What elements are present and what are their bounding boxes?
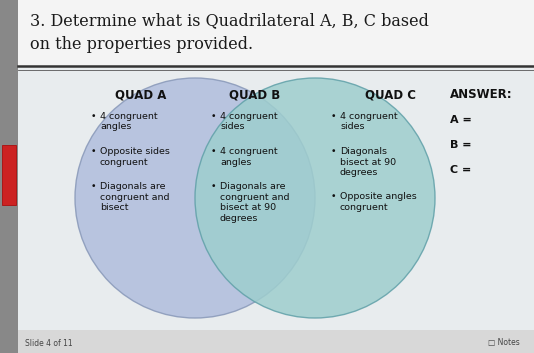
Text: •: • [330, 112, 336, 121]
Text: •: • [210, 183, 216, 191]
Text: •: • [90, 147, 96, 156]
Text: B =: B = [450, 140, 472, 150]
Ellipse shape [75, 78, 315, 318]
Text: •: • [330, 192, 336, 201]
Text: 3. Determine what is Quadrilateral A, B, C based: 3. Determine what is Quadrilateral A, B,… [30, 12, 429, 29]
Text: 4 congruent
sides: 4 congruent sides [220, 112, 278, 131]
FancyBboxPatch shape [0, 0, 18, 353]
Text: Diagonals are
congruent and
bisect: Diagonals are congruent and bisect [100, 183, 169, 212]
Text: □ Notes: □ Notes [488, 339, 520, 347]
FancyBboxPatch shape [18, 0, 534, 353]
Text: QUAD C: QUAD C [365, 88, 416, 101]
Text: QUAD B: QUAD B [230, 88, 281, 101]
Text: •: • [330, 147, 336, 156]
Text: Opposite angles
congruent: Opposite angles congruent [340, 192, 417, 212]
FancyBboxPatch shape [2, 145, 16, 205]
Text: •: • [90, 112, 96, 121]
Text: Diagonals
bisect at 90
degrees: Diagonals bisect at 90 degrees [340, 147, 396, 177]
Text: •: • [210, 147, 216, 156]
Text: A =: A = [450, 115, 472, 125]
Text: 4 congruent
angles: 4 congruent angles [220, 147, 278, 167]
FancyBboxPatch shape [18, 0, 534, 68]
Text: 4 congruent
angles: 4 congruent angles [100, 112, 158, 131]
Text: ANSWER:: ANSWER: [450, 88, 513, 101]
Text: QUAD A: QUAD A [115, 88, 167, 101]
Text: on the properties provided.: on the properties provided. [30, 36, 253, 53]
Text: C =: C = [450, 165, 471, 175]
Text: •: • [210, 112, 216, 121]
Text: Slide 4 of 11: Slide 4 of 11 [25, 339, 73, 347]
Text: Diagonals are
congruent and
bisect at 90
degrees: Diagonals are congruent and bisect at 90… [220, 183, 289, 223]
FancyBboxPatch shape [18, 68, 534, 336]
FancyBboxPatch shape [18, 330, 534, 353]
Text: Opposite sides
congruent: Opposite sides congruent [100, 147, 170, 167]
Text: •: • [90, 183, 96, 191]
Text: 4 congruent
sides: 4 congruent sides [340, 112, 398, 131]
Ellipse shape [195, 78, 435, 318]
